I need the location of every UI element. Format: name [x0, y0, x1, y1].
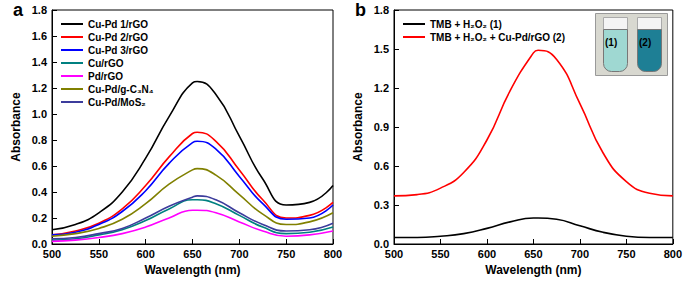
svg-text:Absorbance: Absorbance — [351, 92, 365, 162]
svg-text:Cu-Pd/MoS₂: Cu-Pd/MoS₂ — [88, 97, 146, 108]
svg-text:800: 800 — [324, 248, 342, 260]
svg-text:1.0: 1.0 — [32, 108, 47, 120]
svg-text:500: 500 — [385, 248, 403, 260]
svg-text:0.6: 0.6 — [374, 160, 389, 172]
svg-text:b: b — [355, 0, 366, 20]
svg-text:1.5: 1.5 — [374, 43, 389, 55]
svg-text:Wavelength (nm): Wavelength (nm) — [485, 263, 581, 277]
svg-text:500: 500 — [43, 248, 61, 260]
svg-text:800: 800 — [664, 248, 682, 260]
svg-text:1.2: 1.2 — [374, 82, 389, 94]
svg-text:700: 700 — [571, 248, 589, 260]
svg-text:700: 700 — [230, 248, 248, 260]
svg-text:1.2: 1.2 — [32, 82, 47, 94]
svg-text:0.6: 0.6 — [32, 160, 47, 172]
svg-text:TMB + H₂O₂ + Cu-Pd/rGO (2): TMB + H₂O₂ + Cu-Pd/rGO (2) — [430, 32, 565, 43]
svg-text:TMB + H₂O₂ (1): TMB + H₂O₂ (1) — [430, 19, 502, 30]
svg-text:Absorbance: Absorbance — [9, 92, 23, 162]
svg-text:600: 600 — [478, 248, 496, 260]
svg-text:0.0: 0.0 — [373, 238, 389, 250]
svg-text:Cu-Pd 3/rGO: Cu-Pd 3/rGO — [88, 45, 148, 56]
svg-text:a: a — [13, 0, 24, 20]
svg-text:Pd/rGO: Pd/rGO — [88, 71, 123, 82]
svg-text:650: 650 — [183, 248, 201, 260]
svg-text:Cu/rGO: Cu/rGO — [88, 58, 124, 69]
svg-text:Cu-Pd 2/rGO: Cu-Pd 2/rGO — [88, 32, 148, 43]
svg-text:600: 600 — [136, 248, 154, 260]
svg-text:Wavelength (nm): Wavelength (nm) — [144, 263, 240, 277]
svg-text:550: 550 — [90, 248, 108, 260]
svg-text:(1): (1) — [605, 37, 617, 48]
svg-text:0.8: 0.8 — [32, 134, 47, 146]
svg-text:Cu-Pd 1/rGO: Cu-Pd 1/rGO — [88, 19, 148, 30]
svg-text:0.2: 0.2 — [32, 212, 47, 224]
svg-text:0.3: 0.3 — [374, 199, 389, 211]
svg-text:550: 550 — [431, 248, 449, 260]
svg-text:650: 650 — [524, 248, 542, 260]
svg-text:Cu-Pd/g-C₃N₄: Cu-Pd/g-C₃N₄ — [88, 84, 154, 95]
svg-text:1.6: 1.6 — [32, 30, 47, 42]
svg-text:750: 750 — [277, 248, 295, 260]
svg-text:0.0: 0.0 — [31, 238, 47, 250]
svg-text:1.8: 1.8 — [32, 4, 47, 16]
svg-text:750: 750 — [617, 248, 635, 260]
svg-text:1.4: 1.4 — [32, 56, 48, 68]
svg-text:0.4: 0.4 — [32, 186, 48, 198]
svg-text:1.8: 1.8 — [374, 4, 389, 16]
svg-text:(2): (2) — [639, 37, 651, 48]
svg-text:0.9: 0.9 — [374, 121, 389, 133]
